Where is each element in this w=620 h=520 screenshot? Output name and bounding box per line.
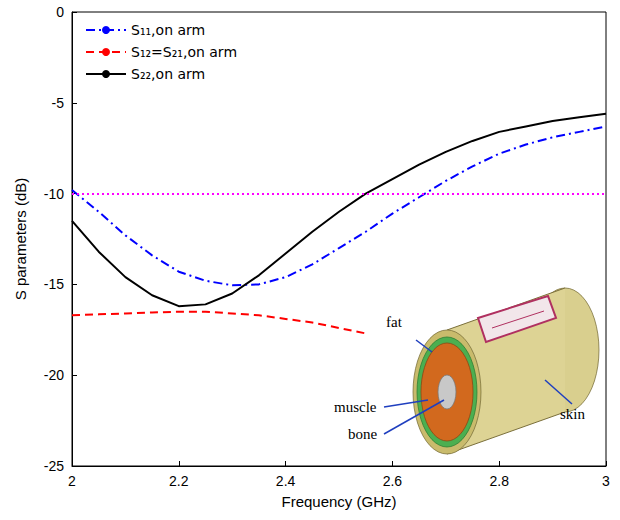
svg-text:S parameters (dB): S parameters (dB) bbox=[12, 178, 29, 301]
svg-text:-15: -15 bbox=[44, 276, 64, 292]
svg-text:-25: -25 bbox=[44, 458, 64, 474]
svg-text:3: 3 bbox=[602, 473, 610, 489]
svg-text:-20: -20 bbox=[44, 367, 64, 383]
svg-text:2.2: 2.2 bbox=[169, 473, 189, 489]
svg-text:S₁₂=S₂₁,on arm: S₁₂=S₂₁,on arm bbox=[131, 44, 237, 60]
svg-text:S₁₁,on arm: S₁₁,on arm bbox=[131, 22, 205, 38]
svg-text:2: 2 bbox=[68, 473, 76, 489]
svg-text:muscle: muscle bbox=[334, 399, 377, 415]
svg-text:Frequency (GHz): Frequency (GHz) bbox=[281, 493, 396, 510]
svg-text:skin: skin bbox=[560, 406, 586, 422]
svg-text:bone: bone bbox=[348, 426, 378, 442]
svg-text:2.4: 2.4 bbox=[276, 473, 296, 489]
svg-text:-5: -5 bbox=[52, 95, 65, 111]
svg-text:2.6: 2.6 bbox=[383, 473, 403, 489]
svg-text:-10: -10 bbox=[44, 186, 64, 202]
svg-text:0: 0 bbox=[56, 4, 64, 20]
svg-text:S₂₂,on arm: S₂₂,on arm bbox=[131, 66, 205, 82]
svg-text:2.8: 2.8 bbox=[489, 473, 509, 489]
svg-text:fat: fat bbox=[386, 314, 403, 330]
